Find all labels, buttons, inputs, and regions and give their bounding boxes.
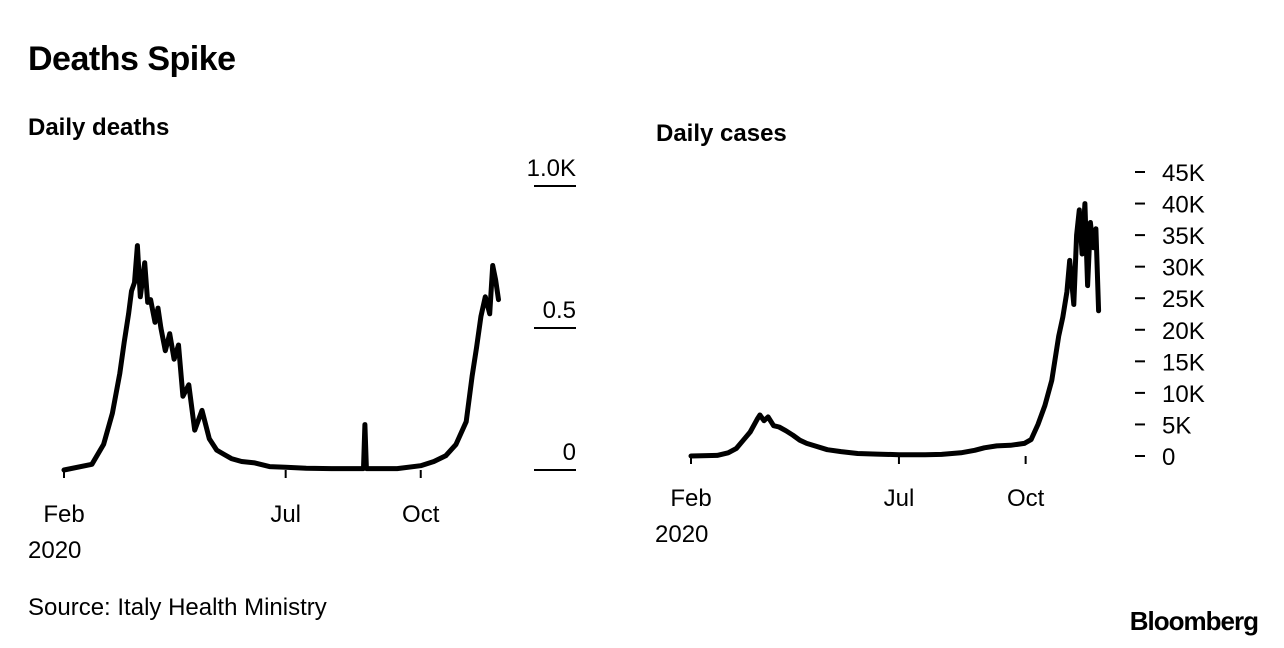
deaths-series-line [61, 243, 501, 473]
bloomberg-logo: Bloomberg [1129, 606, 1259, 636]
cases-series-line [688, 201, 1102, 459]
cases-y-tick-label: 30K [1162, 255, 1205, 282]
deaths-y-tick-label: 0.5 [543, 297, 576, 324]
cases-x-tick-label: Oct [1007, 485, 1045, 512]
deaths-x-tick-label: Oct [402, 501, 440, 528]
cases-y-tick-label: 0 [1162, 444, 1175, 471]
deaths-x-tick-label: Feb [43, 501, 84, 528]
cases-y-tick-label: 5K [1162, 412, 1191, 439]
cases-y-tick-label: 10K [1162, 381, 1205, 408]
cases-y-tick-label: 45K [1162, 160, 1205, 187]
cases-y-tick-label: 15K [1162, 349, 1205, 376]
cases-y-tick-label: 25K [1162, 286, 1205, 313]
chart-title: Deaths Spike [28, 40, 236, 78]
cases-x-year-label: 2020 [655, 521, 708, 548]
cases-y-tick-label: 20K [1162, 318, 1205, 345]
deaths-x-year-label: 2020 [28, 537, 81, 564]
cases-chart-title: Daily cases [656, 120, 787, 147]
source-note: Source: Italy Health Ministry [28, 594, 327, 621]
cases-y-tick-label: 40K [1162, 192, 1205, 219]
cases-x-tick-label: Feb [670, 485, 711, 512]
deaths-x-tick-label: Jul [270, 501, 301, 528]
deaths-y-tick-label: 1.0K [527, 155, 576, 182]
cases-x-tick-label: Jul [884, 485, 915, 512]
cases-y-tick-label: 35K [1162, 223, 1205, 250]
deaths-y-tick-label: 0 [563, 439, 576, 466]
deaths-chart-title: Daily deaths [28, 114, 170, 141]
